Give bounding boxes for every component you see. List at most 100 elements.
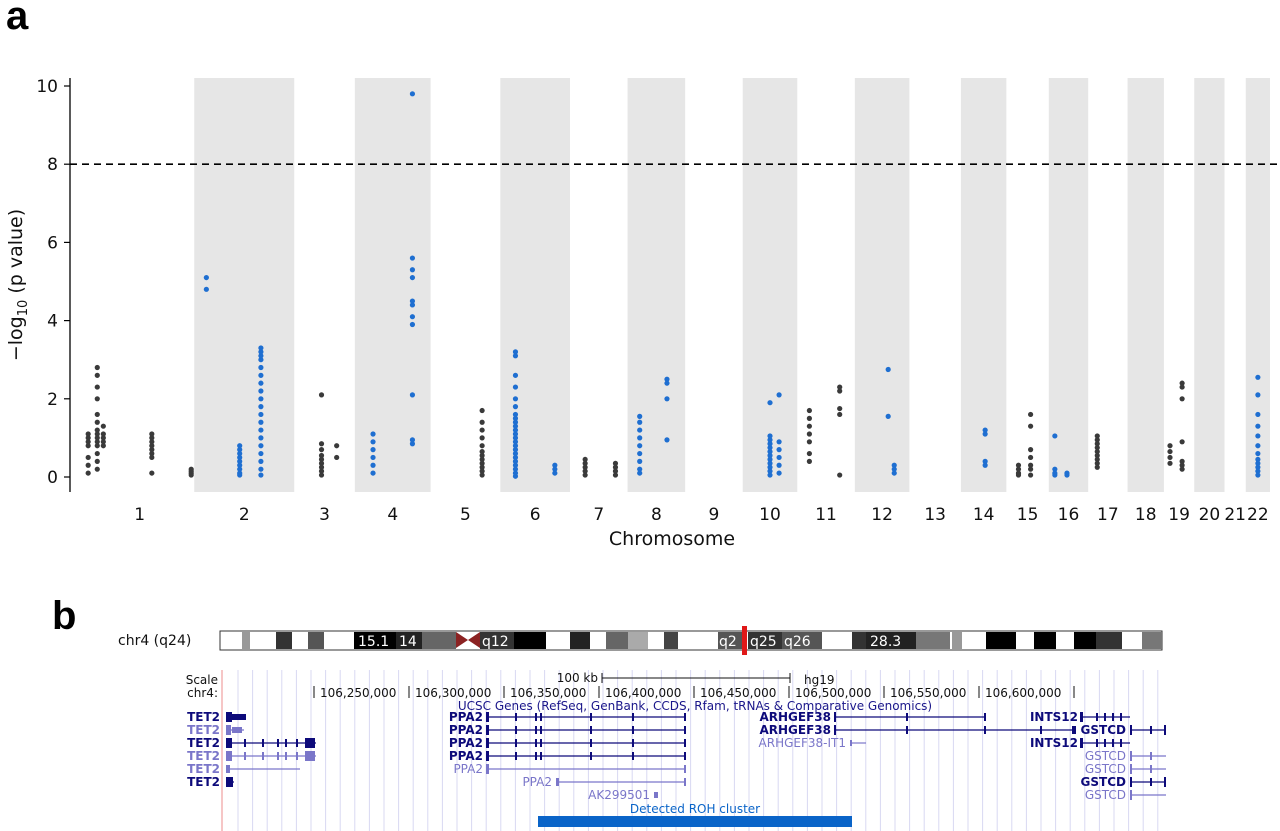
point-chr11-1-4 <box>837 384 843 390</box>
point-chr10-0-6 <box>767 448 773 455</box>
ppa2-transcript-exon <box>540 752 542 760</box>
point-chr2-1-3 <box>237 462 243 468</box>
point-chr6-0-9 <box>512 439 519 445</box>
point-chr2-2-9 <box>258 404 264 410</box>
point-chr6-0-5 <box>512 454 519 461</box>
tet2-transcript-exon <box>226 777 233 787</box>
point-chr15-0-1 <box>1015 470 1022 476</box>
point-chr10-0-4 <box>767 456 773 463</box>
gene-label-arhgef38: ARHGEF38 <box>759 723 831 737</box>
point-chr3-0-4 <box>318 456 325 463</box>
point-chr3-0-8 <box>318 392 325 398</box>
point-chr2-2-11 <box>258 388 264 394</box>
point-chr7-0-0 <box>582 472 588 478</box>
point-chr17-0-6 <box>1094 441 1100 447</box>
gene-label-ppa2: PPA2 <box>449 723 483 737</box>
point-chr4-0-5 <box>370 431 376 437</box>
point-chr19-0-0 <box>1167 460 1173 466</box>
point-chr2-1-2 <box>237 466 243 472</box>
point-chr7-0-4 <box>582 456 588 463</box>
point-chr8-0-4 <box>637 443 643 449</box>
x-tick-label-16: 16 <box>1058 505 1080 525</box>
point-chr10-1-2 <box>776 454 782 461</box>
point-chr22-0-6 <box>1255 443 1261 449</box>
y-tick-label-8: 8 <box>47 155 58 175</box>
point-chr8-0-6 <box>637 427 643 433</box>
tet2-transcript-exon <box>244 752 246 760</box>
point-chr3-0-6 <box>318 447 325 453</box>
point-chr2-1-8 <box>237 443 243 449</box>
point-chr2-2-16 <box>258 353 264 359</box>
x-tick-label-20: 20 <box>1199 505 1221 525</box>
gstcd-transcript-exon <box>1130 751 1132 761</box>
point-chr11-1-0 <box>837 472 843 478</box>
point-chr5-0-10 <box>479 419 485 425</box>
point-chr17-0-3 <box>1094 452 1100 459</box>
tet2-transcript-exon <box>262 739 264 747</box>
ints12-transcript-exon <box>1112 739 1114 747</box>
ppa2-transcript-exon <box>684 765 686 773</box>
tet2-transcript-exon <box>305 751 315 761</box>
point-chr10-1-5 <box>776 392 782 398</box>
ppa2-transcript-exon <box>684 726 686 734</box>
panel-b-letter: b <box>52 594 77 638</box>
point-chr17-0-0 <box>1094 464 1100 470</box>
y-tick-label-4: 4 <box>47 312 58 332</box>
point-chr3-0-7 <box>318 441 325 447</box>
point-chr1-1-7 <box>94 427 100 433</box>
point-chr4-1-2 <box>409 392 416 398</box>
gene-label-ints12: INTS12 <box>1030 710 1078 724</box>
point-chr15-1-1 <box>1028 466 1034 472</box>
point-chr6-0-4 <box>512 458 519 464</box>
point-chr11-0-2 <box>806 439 812 445</box>
point-chr16-0-3 <box>1052 433 1058 439</box>
point-chr19-1-5 <box>1179 384 1185 390</box>
point-chr4-0-2 <box>370 454 376 461</box>
point-chr19-1-2 <box>1179 458 1185 464</box>
point-chr6-0-11 <box>512 431 519 437</box>
tet2-transcript-exon <box>305 738 315 748</box>
point-chr2-2-7 <box>258 419 264 425</box>
point-chr5-0-1 <box>479 468 485 474</box>
ppa2-transcript-exon <box>684 739 686 747</box>
point-chr4-1-10 <box>409 91 416 97</box>
gene-label-tet2: TET2 <box>187 762 220 776</box>
point-chr5-0-6 <box>479 448 485 455</box>
point-chr1-2-4 <box>100 423 106 429</box>
point-chr2-2-8 <box>258 411 264 418</box>
point-chr1-1-8 <box>94 419 100 425</box>
arhgef38-transcript-exon <box>984 726 986 734</box>
track-title: UCSC Genes (RefSeq, GenBank, CCDS, Rfam,… <box>458 699 932 713</box>
point-chr1-1-6 <box>94 431 100 437</box>
point-chr6-0-19 <box>512 384 519 390</box>
chromosome-band-12 <box>854 78 910 492</box>
point-chr4-1-8 <box>409 267 416 273</box>
point-chr2-1-6 <box>237 450 243 457</box>
point-chr2-2-4 <box>258 443 264 449</box>
point-chr14-0-3 <box>982 427 988 433</box>
chromosome-band-6 <box>500 78 570 492</box>
point-chr11-1-3 <box>837 388 843 394</box>
point-chr4-1-1 <box>409 437 416 443</box>
x-tick-label-14: 14 <box>973 505 995 525</box>
chromosome-band-16 <box>1048 78 1089 492</box>
data-points <box>85 91 1261 479</box>
gstcd-transcript-exon <box>1150 752 1152 760</box>
point-chr4-0-0 <box>370 470 376 476</box>
point-chr1-1-11 <box>94 384 100 390</box>
point-chr19-1-4 <box>1179 396 1185 402</box>
point-chr17-0-2 <box>1094 456 1100 463</box>
point-chr5-0-0 <box>479 472 485 478</box>
ppa2-transcript-exon <box>632 752 634 760</box>
point-chr19-0-2 <box>1167 448 1173 455</box>
point-chr2-1-5 <box>237 454 243 461</box>
point-chr16-1-1 <box>1064 470 1070 476</box>
point-chr6-0-15 <box>512 415 519 421</box>
ppa2-transcript-exon <box>535 752 537 760</box>
point-chr10-0-5 <box>767 452 773 459</box>
point-chr4-1-7 <box>409 274 416 281</box>
point-chr17-0-4 <box>1094 448 1100 455</box>
point-chr11-0-5 <box>806 415 812 421</box>
